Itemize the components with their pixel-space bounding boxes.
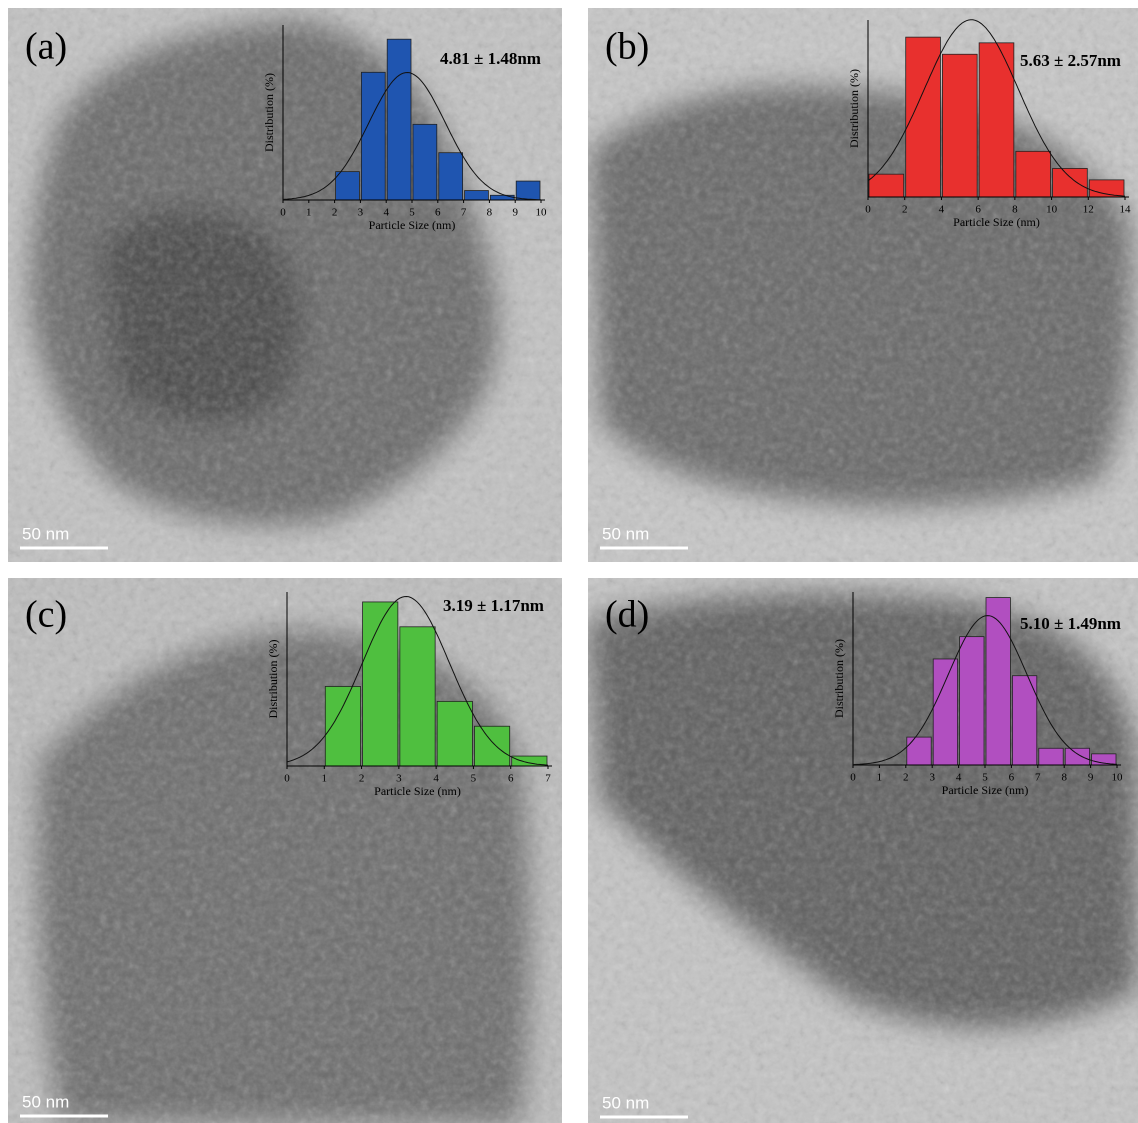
bar — [1038, 747, 1064, 766]
bar — [905, 36, 941, 198]
scale-bar-label: 50 nm — [602, 1093, 649, 1112]
bar — [1052, 168, 1088, 198]
x-tick-label: 0 — [865, 204, 871, 216]
annotation: 5.63 ± 2.57nm — [1020, 51, 1121, 70]
tem-image — [588, 8, 1138, 562]
bar — [959, 636, 985, 766]
x-tick-label: 2 — [359, 773, 365, 785]
panel-label: (b) — [605, 26, 649, 68]
x-tick-label: 5 — [982, 772, 988, 784]
x-tick-label: 2 — [332, 207, 338, 219]
panel-label: (a) — [25, 26, 67, 68]
bar — [386, 38, 412, 201]
bar — [906, 736, 932, 766]
y-axis-label: Distribution (%) — [262, 73, 276, 152]
tem-image — [8, 8, 562, 562]
bar — [985, 597, 1011, 766]
x-axis-label: Particle Size (nm) — [369, 218, 456, 232]
x-tick-label: 3 — [929, 772, 935, 784]
x-tick-label: 2 — [902, 204, 908, 216]
bar — [436, 700, 473, 767]
fit-curve — [286, 595, 549, 766]
annotation: 4.81 ± 1.48nm — [440, 49, 541, 68]
tem-image — [588, 578, 1138, 1123]
x-tick-label: 10 — [536, 207, 548, 219]
bar — [942, 53, 978, 198]
x-tick-label: 3 — [396, 773, 402, 785]
bar — [412, 123, 438, 201]
x-tick-label: 14 — [1120, 204, 1132, 216]
y-axis-label: Distribution (%) — [832, 639, 846, 718]
x-tick-label: 0 — [850, 772, 856, 784]
scale-bar-label: 50 nm — [22, 524, 69, 543]
bar — [489, 194, 515, 201]
panel-label: (c) — [25, 594, 67, 636]
x-tick-label: 3 — [358, 207, 364, 219]
x-tick-label: 5 — [409, 207, 415, 219]
bar — [464, 190, 489, 201]
bar — [1064, 747, 1090, 766]
x-tick-label: 7 — [545, 773, 551, 785]
fit-curve — [867, 19, 1126, 197]
bar — [360, 71, 386, 201]
bar — [335, 171, 360, 201]
y-axis-label: Distribution (%) — [266, 640, 280, 719]
x-tick-label: 5 — [471, 773, 477, 785]
x-tick-label: 10 — [1046, 204, 1058, 216]
scale-bar-label: 50 nm — [602, 524, 649, 543]
x-tick-label: 1 — [306, 207, 312, 219]
bar — [932, 658, 959, 766]
x-tick-label: 6 — [1009, 772, 1015, 784]
bar — [324, 686, 361, 767]
bar — [399, 626, 436, 767]
fit-curve — [282, 71, 541, 201]
tem-image — [8, 578, 562, 1123]
x-tick-label: 6 — [435, 207, 441, 219]
x-tick-label: 7 — [461, 207, 467, 219]
bar — [438, 152, 463, 201]
x-tick-label: 9 — [512, 207, 518, 219]
bar — [868, 173, 905, 198]
bar — [474, 725, 511, 767]
annotation: 5.10 ± 1.49nm — [1020, 614, 1121, 633]
x-tick-label: 6 — [508, 773, 514, 785]
x-tick-label: 4 — [939, 204, 945, 216]
x-tick-label: 2 — [903, 772, 909, 784]
x-tick-label: 4 — [956, 772, 962, 784]
panel-label: (d) — [605, 594, 649, 636]
bar — [1012, 675, 1038, 766]
bar — [515, 180, 541, 201]
x-tick-label: 4 — [433, 773, 439, 785]
x-tick-label: 6 — [975, 204, 981, 216]
x-tick-label: 8 — [1061, 772, 1067, 784]
x-tick-label: 8 — [487, 207, 493, 219]
x-tick-label: 0 — [284, 773, 290, 785]
x-tick-label: 1 — [877, 772, 883, 784]
y-axis-label: Distribution (%) — [847, 69, 861, 148]
x-axis-label: Particle Size (nm) — [942, 783, 1029, 797]
x-tick-label: 10 — [1112, 772, 1124, 784]
x-tick-label: 9 — [1088, 772, 1094, 784]
bar — [1015, 150, 1051, 198]
annotation: 3.19 ± 1.17nm — [443, 596, 544, 615]
x-tick-label: 7 — [1035, 772, 1041, 784]
bar — [362, 601, 399, 767]
x-axis-label: Particle Size (nm) — [953, 215, 1040, 229]
x-tick-label: 8 — [1012, 204, 1018, 216]
fit-curve — [852, 615, 1118, 766]
bar — [978, 42, 1015, 198]
scale-bar-label: 50 nm — [22, 1092, 69, 1111]
x-tick-label: 0 — [280, 207, 286, 219]
x-axis-label: Particle Size (nm) — [374, 784, 461, 798]
x-tick-label: 4 — [383, 207, 389, 219]
x-tick-label: 12 — [1083, 204, 1094, 216]
x-tick-label: 1 — [322, 773, 328, 785]
